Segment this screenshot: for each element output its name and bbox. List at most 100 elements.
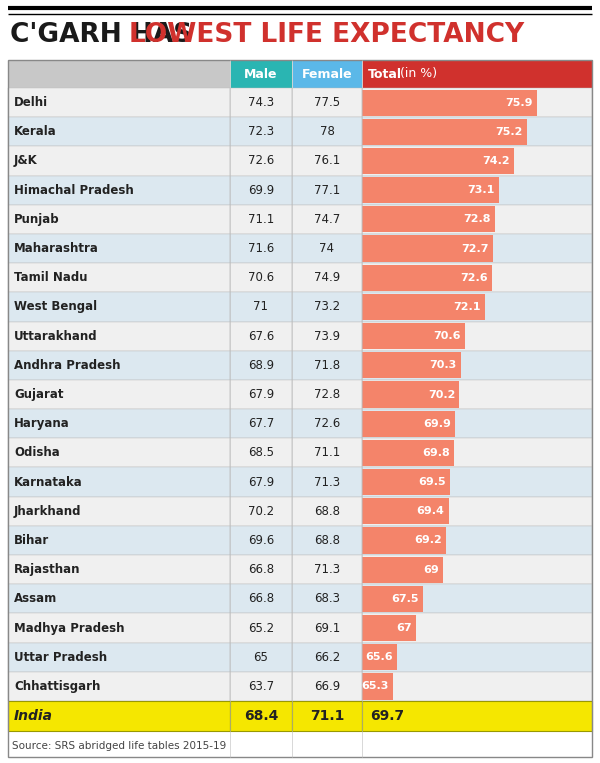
Text: 67.7: 67.7	[248, 417, 274, 430]
Bar	[8, 204, 230, 234]
Bar	[292, 146, 362, 175]
Text: 68.5: 68.5	[248, 446, 274, 459]
Bar	[362, 321, 592, 351]
Bar	[230, 555, 292, 584]
Text: 65.6: 65.6	[365, 652, 393, 662]
Bar	[362, 60, 592, 88]
Bar	[292, 380, 362, 409]
Bar	[362, 294, 485, 320]
Text: Andhra Pradesh: Andhra Pradesh	[14, 359, 121, 372]
Text: 68.8: 68.8	[314, 534, 340, 547]
Bar	[230, 175, 292, 204]
Bar	[230, 584, 292, 613]
Bar	[8, 701, 230, 731]
Bar	[362, 498, 449, 524]
Bar	[362, 175, 592, 204]
Text: Uttar Pradesh: Uttar Pradesh	[14, 651, 107, 664]
Bar	[230, 234, 292, 263]
Bar	[8, 60, 230, 88]
Text: 70.2: 70.2	[428, 389, 455, 400]
Text: 75.2: 75.2	[496, 127, 523, 137]
Text: 69.1: 69.1	[314, 622, 340, 635]
Text: 71.3: 71.3	[314, 563, 340, 576]
Text: Rajasthan: Rajasthan	[14, 563, 80, 576]
Bar	[230, 497, 292, 526]
Bar	[362, 410, 455, 436]
Bar	[292, 642, 362, 671]
Bar	[292, 555, 362, 584]
Bar	[8, 584, 230, 613]
Text: 72.8: 72.8	[463, 214, 491, 224]
Bar	[362, 527, 446, 553]
Text: 71.1: 71.1	[310, 709, 344, 723]
Text: 67.5: 67.5	[391, 594, 419, 604]
Text: 73.9: 73.9	[314, 330, 340, 343]
Text: 73.1: 73.1	[467, 185, 494, 195]
Bar	[362, 497, 592, 526]
Text: West Bengal: West Bengal	[14, 301, 97, 314]
Bar	[362, 555, 592, 584]
Text: 71: 71	[254, 301, 269, 314]
Bar	[230, 146, 292, 175]
Bar	[230, 438, 292, 468]
Bar	[362, 468, 592, 497]
Text: Chhattisgarh: Chhattisgarh	[14, 680, 100, 693]
Text: 72.7: 72.7	[462, 243, 489, 253]
Bar	[362, 263, 592, 292]
Bar	[362, 409, 592, 438]
Bar	[8, 88, 230, 118]
Text: Source: SRS abridged life tables 2015-19: Source: SRS abridged life tables 2015-19	[12, 741, 226, 751]
Text: 72.6: 72.6	[460, 272, 488, 283]
Bar	[292, 351, 362, 380]
Bar	[8, 234, 230, 263]
Bar	[292, 88, 362, 118]
Bar	[8, 118, 230, 146]
Bar	[362, 526, 592, 555]
Bar	[362, 671, 592, 701]
Bar	[362, 586, 423, 612]
Text: 78: 78	[320, 125, 334, 138]
Text: 72.6: 72.6	[248, 154, 274, 167]
Bar	[362, 89, 536, 116]
Bar	[362, 177, 499, 203]
Bar	[292, 701, 362, 731]
Bar	[362, 673, 393, 700]
Text: Uttarakhand: Uttarakhand	[14, 330, 98, 343]
Text: Bihar: Bihar	[14, 534, 49, 547]
Text: LOWEST LIFE EXPECTANCY: LOWEST LIFE EXPECTANCY	[129, 22, 524, 48]
Bar	[230, 409, 292, 438]
Bar	[8, 321, 230, 351]
Bar	[230, 292, 292, 321]
Bar	[292, 613, 362, 642]
Text: 71.1: 71.1	[314, 446, 340, 459]
Text: Tamil Nadu: Tamil Nadu	[14, 271, 88, 285]
Bar	[362, 206, 494, 233]
Text: 70.6: 70.6	[433, 331, 461, 341]
Text: 68.9: 68.9	[248, 359, 274, 372]
Bar	[230, 88, 292, 118]
Bar	[230, 351, 292, 380]
Bar	[362, 380, 592, 409]
Text: 70.3: 70.3	[430, 360, 457, 370]
Text: 69.2: 69.2	[414, 536, 442, 546]
Text: 74.7: 74.7	[314, 213, 340, 226]
Bar	[292, 409, 362, 438]
Text: 77.1: 77.1	[314, 184, 340, 197]
Bar	[8, 438, 230, 468]
Bar	[292, 60, 362, 88]
Text: 77.5: 77.5	[314, 96, 340, 109]
Text: Karnataka: Karnataka	[14, 475, 83, 488]
Text: 69.4: 69.4	[417, 507, 445, 517]
Bar	[362, 469, 450, 495]
Bar	[292, 438, 362, 468]
Text: 66.8: 66.8	[248, 563, 274, 576]
Bar	[362, 88, 592, 118]
Bar	[8, 671, 230, 701]
Text: Male: Male	[244, 67, 278, 81]
Bar	[362, 292, 592, 321]
Bar	[292, 526, 362, 555]
Text: 69.9: 69.9	[248, 184, 274, 197]
Bar	[362, 234, 592, 263]
Text: India: India	[14, 709, 53, 723]
Bar	[8, 380, 230, 409]
